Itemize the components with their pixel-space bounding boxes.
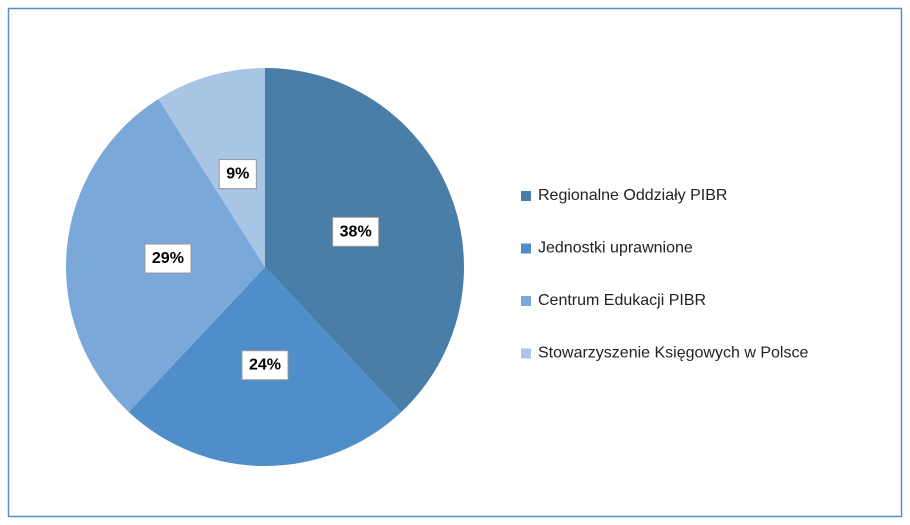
data-label-box: [144, 243, 192, 274]
data-label-box: [241, 350, 289, 381]
legend-marker: [521, 348, 531, 359]
legend-label: Stowarzyszenie Księgowych w Polsce: [538, 345, 808, 362]
legend-label: Regionalne Oddziały PIBR: [538, 187, 727, 204]
legend-marker: [521, 191, 531, 201]
data-label: 38%: [340, 223, 372, 240]
data-label-box: [332, 216, 380, 247]
data-label-box: [218, 159, 257, 190]
legend-marker: [521, 296, 531, 306]
legend-label: Centrum Edukacji PIBR: [538, 292, 706, 309]
data-label: 29%: [152, 250, 184, 267]
data-label: 24%: [249, 357, 281, 374]
legend-label: Jednostki uprawnione: [538, 240, 693, 257]
legend-marker: [521, 243, 531, 254]
pie-slice: [158, 68, 265, 267]
data-label: 9%: [226, 166, 249, 183]
